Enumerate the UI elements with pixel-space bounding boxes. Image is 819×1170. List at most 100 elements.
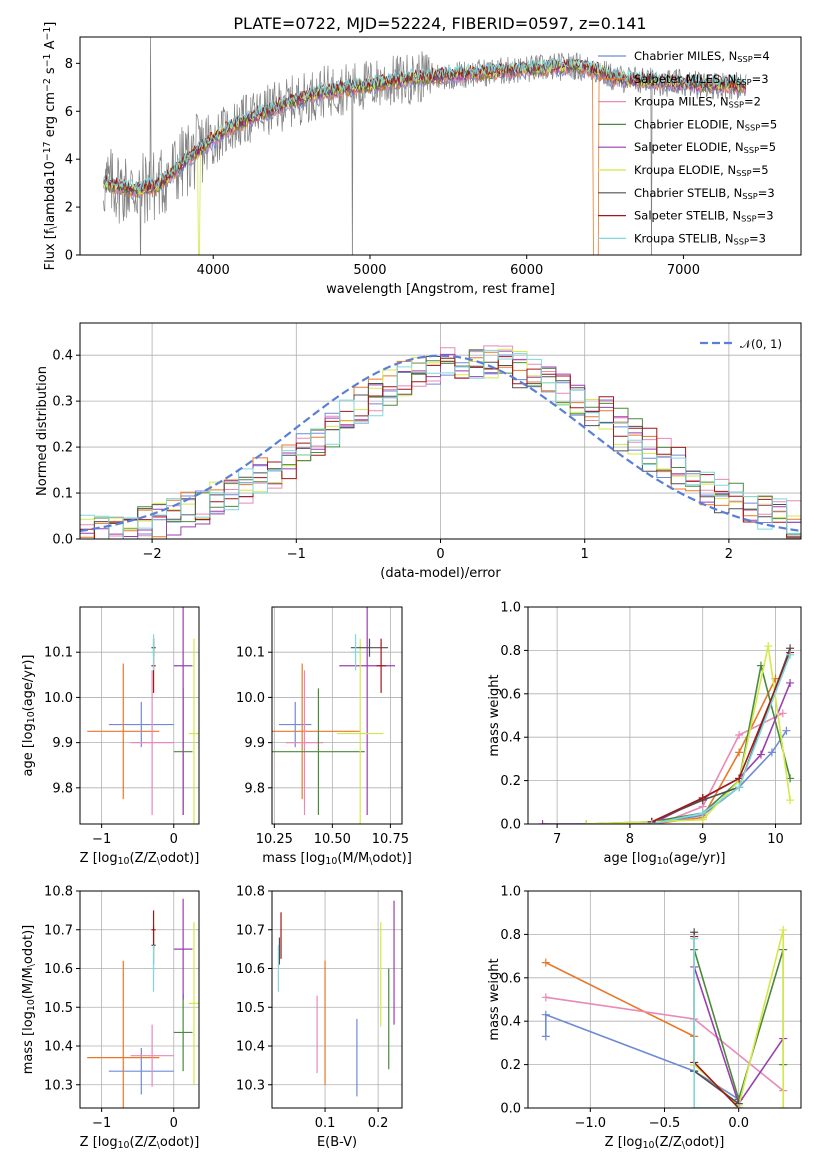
x-tick-label: 10.50 xyxy=(314,832,351,847)
y-tick-label: 9.8 xyxy=(244,781,265,796)
y-tick-label: 1.0 xyxy=(500,885,521,900)
x-tick-label: 6000 xyxy=(510,263,543,278)
legend-label: Chabrier MILES, NSSP=4 xyxy=(634,49,770,64)
legend-label: Salpeter STELIB, NSSP=3 xyxy=(634,209,774,224)
errorbar-point xyxy=(173,898,193,1000)
series-marker xyxy=(779,1104,788,1108)
spectrum-model-line xyxy=(103,55,747,193)
y-tick-label: 10.8 xyxy=(44,885,73,900)
y-tick-label: 10.8 xyxy=(236,885,265,900)
series-marker xyxy=(734,1104,743,1108)
errorbar-point xyxy=(151,945,156,992)
spectrum-legend: Chabrier MILES, NSSP=4 Salpeter MILES, NS… xyxy=(598,49,777,246)
x-tick-label: −1 xyxy=(92,832,111,847)
x-tick-label: 8 xyxy=(626,832,634,847)
legend-label: Kroupa MILES, NSSP=2 xyxy=(634,95,761,110)
y-tick-label: 10.5 xyxy=(236,1001,265,1016)
y-tick-label: 1.0 xyxy=(500,601,521,616)
errorbar-point xyxy=(151,634,156,671)
y-tick-label: 0.4 xyxy=(52,349,73,364)
y-tick-label: 10.4 xyxy=(236,1040,265,1055)
series-marker xyxy=(735,783,744,792)
legend-label: Kroupa ELODIE, NSSP=5 xyxy=(634,163,769,178)
series-marker xyxy=(767,748,776,757)
x-tick-label: 2 xyxy=(725,547,733,562)
x-tick-label: 0.0 xyxy=(728,1116,749,1131)
errorbar-point xyxy=(285,670,324,815)
errorbar-point xyxy=(173,993,193,1072)
errorbar-points xyxy=(272,607,396,824)
spectrum-model-line xyxy=(103,58,747,195)
series-marker xyxy=(647,820,656,824)
series-marker xyxy=(786,796,795,805)
axes-frame xyxy=(271,606,403,825)
y-tick-label: 0.2 xyxy=(500,774,521,789)
series-marker xyxy=(538,820,547,824)
x-tick-label: −1.0 xyxy=(575,1116,607,1131)
y-tick-label: 0.0 xyxy=(500,818,521,833)
legend-label: Salpeter MILES, NSSP=3 xyxy=(634,72,769,87)
series-marker xyxy=(756,750,765,759)
y-axis-label: Normed distribution xyxy=(35,366,50,496)
errorbar-point xyxy=(339,607,396,815)
y-tick-label: 6 xyxy=(65,105,73,120)
axes-residuals: −2 −1 0 1 2 0.0 0.1 0.2 0.3 0.4 (data-model)/error… xyxy=(35,322,802,581)
axes-frame xyxy=(79,606,200,825)
series-line xyxy=(693,938,739,1108)
errorbar-point xyxy=(376,638,386,693)
x-tick-label: 9 xyxy=(699,832,707,847)
errorbar-point xyxy=(272,663,361,800)
y-tick-label: 10.6 xyxy=(236,962,265,977)
errorbar-point xyxy=(350,638,389,657)
x-tick-label: 10.25 xyxy=(256,832,293,847)
series-marker xyxy=(735,731,744,740)
axes-frame xyxy=(79,890,200,1109)
errorbar-point xyxy=(130,1024,174,1087)
y-tick-label: 9.8 xyxy=(52,781,73,796)
series-line xyxy=(658,712,784,824)
y-tick-label: 0.2 xyxy=(52,441,73,456)
axes-spectrum: 4000 5000 6000 7000 0 2 4 6 8 wavelength [Angstro… xyxy=(42,22,802,297)
y-axis-label: mass weight xyxy=(487,674,502,756)
histogram-steps xyxy=(80,356,801,539)
y-tick-label: 0.4 xyxy=(500,1015,521,1030)
series-marker xyxy=(541,1032,550,1041)
x-axis-label: Z [log10(Z/Z\odot)] xyxy=(80,1135,200,1151)
y-axis-label: age [log10(age/yr)] xyxy=(21,655,37,777)
series-marker xyxy=(782,726,791,735)
x-tick-label: 1 xyxy=(581,547,589,562)
x-tick-label: −1 xyxy=(287,547,306,562)
series-marker xyxy=(690,934,699,943)
errorbar-points xyxy=(87,898,199,1108)
residual-legend: 𝒩(0, 1) xyxy=(700,337,782,351)
series-marker xyxy=(779,926,788,935)
y-tick-label: 8 xyxy=(65,57,73,72)
y-tick-label: 10.7 xyxy=(44,923,73,938)
x-tick-label: 5000 xyxy=(353,263,386,278)
y-tick-label: 0.1 xyxy=(52,487,73,502)
axes-age_vs_mass: 10.25 10.50 10.75 9.8 9.9 10.0 10.1 mass [log10… xyxy=(236,606,412,867)
y-axis-label: mass [log10(M/M\odot)] xyxy=(21,925,37,1075)
y-tick-label: 0.4 xyxy=(500,731,521,746)
x-tick-label: −2 xyxy=(143,547,162,562)
y-tick-label: 0.2 xyxy=(500,1058,521,1073)
x-axis-label: mass [log10(M/M\odot)] xyxy=(262,851,412,867)
y-tick-label: 0.0 xyxy=(52,533,73,548)
legend-label: 𝒩(0, 1) xyxy=(740,337,782,351)
x-axis-label: Z [log10(Z/Z\odot)] xyxy=(80,851,200,867)
axes-mass_weight_vs_age: 7 8 9 10 0.0 0.2 0.4 0.6 0.8 1.0 age [log10(age/yr… xyxy=(487,601,802,867)
series-line xyxy=(651,654,791,824)
y-tick-label: 4 xyxy=(65,153,73,168)
errorbar-points xyxy=(87,607,199,824)
normal-curve xyxy=(80,354,801,532)
y-axis-label: mass weight xyxy=(487,958,502,1040)
series-marker xyxy=(690,1104,699,1108)
x-tick-label: 0 xyxy=(170,1116,178,1131)
y-tick-label: 10.1 xyxy=(236,646,265,661)
legend-label: Salpeter ELODIE, NSSP=5 xyxy=(634,140,776,155)
errorbar-point xyxy=(188,638,199,824)
series-line xyxy=(651,730,788,824)
errorbar-points xyxy=(277,900,395,1097)
x-axis-label: Z [log10(Z/Z\odot)] xyxy=(605,1135,725,1151)
